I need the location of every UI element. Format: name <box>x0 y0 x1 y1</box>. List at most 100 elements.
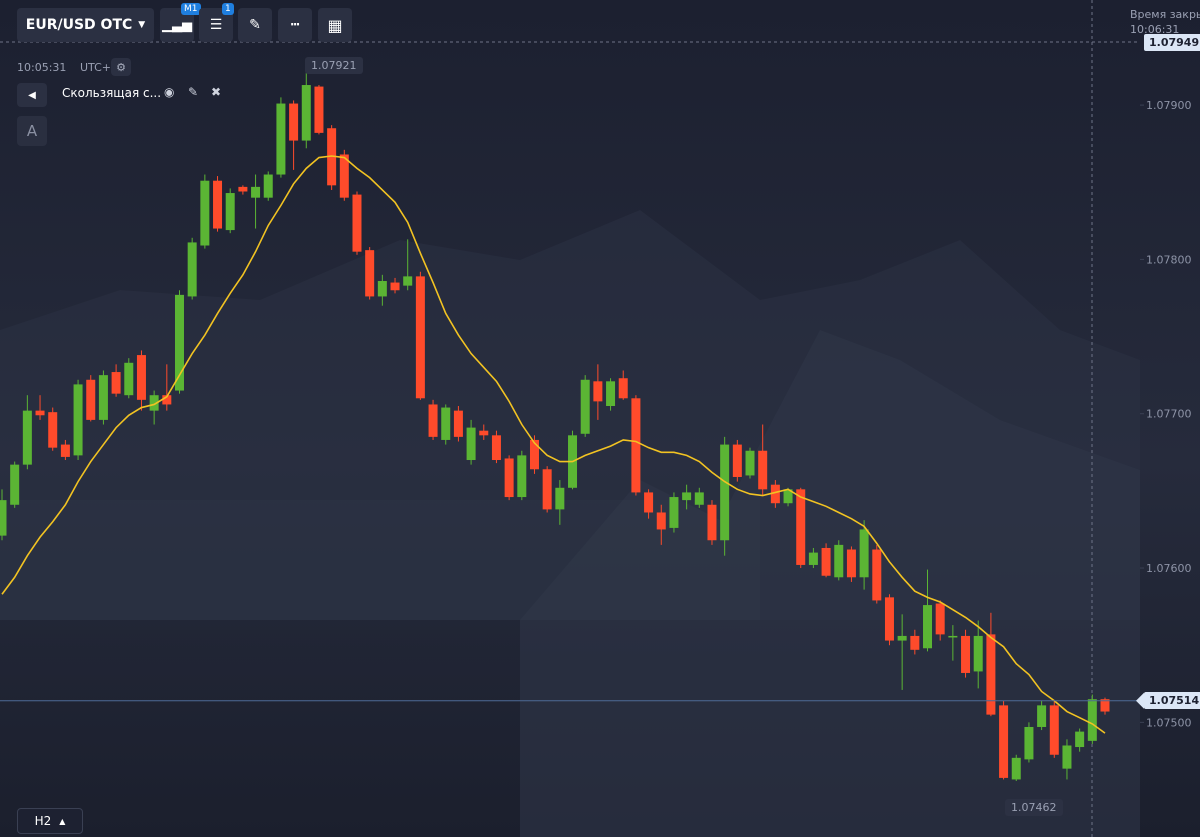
period-button[interactable]: H2 ▲ <box>17 808 83 834</box>
candle-body <box>669 497 679 528</box>
candle-body <box>1049 705 1059 755</box>
candle-body <box>897 635 907 641</box>
candle-body <box>213 180 223 229</box>
close-price-tag: 1.07949 <box>1144 34 1200 51</box>
mountain <box>520 330 1140 837</box>
candle-body <box>136 355 146 400</box>
candle-body <box>770 484 780 504</box>
candle-body <box>707 504 717 541</box>
remove-button[interactable]: ✖ <box>211 85 222 99</box>
candle-body <box>1075 731 1085 748</box>
candle-body <box>1087 699 1097 741</box>
caret: ▲ <box>59 816 66 826</box>
candle-body <box>35 410 45 416</box>
asset-selector[interactable]: EUR/USD OTC ▼ <box>17 8 154 42</box>
candle-body <box>365 250 375 297</box>
candle-body <box>796 489 806 565</box>
current-price-tag: 1.07514 <box>1144 691 1200 709</box>
candle-body <box>0 500 7 536</box>
candle-body <box>961 635 971 673</box>
candle-body <box>73 384 83 456</box>
asset-name: EUR/USD OTC <box>25 17 133 33</box>
candle-body <box>644 492 654 513</box>
candle-body <box>948 635 958 638</box>
candle-body <box>1024 726 1034 760</box>
candle-body <box>846 549 856 578</box>
settings-button[interactable]: ⚙ <box>111 58 131 76</box>
candle-body <box>48 412 58 448</box>
candle-body <box>466 427 476 461</box>
candle-body <box>593 381 603 402</box>
candle-body <box>580 379 590 434</box>
candle-body <box>162 395 172 405</box>
candle-body <box>555 487 565 510</box>
candle-body <box>529 439 539 470</box>
candle-body <box>1011 757 1021 780</box>
candle-body <box>834 544 844 578</box>
candle-body <box>276 103 286 175</box>
drawing-button[interactable]: ✎ <box>238 8 272 42</box>
candle-body <box>872 549 882 601</box>
timezone: UTC+1 <box>80 61 119 74</box>
candle-body <box>339 154 349 198</box>
candle-body <box>174 294 184 391</box>
candle-body <box>745 450 755 476</box>
candle-body <box>314 86 324 133</box>
text-tool-button[interactable]: A <box>17 116 47 146</box>
candle-body <box>289 103 299 141</box>
period-label: H2 <box>34 814 52 828</box>
candle-body <box>415 276 425 399</box>
cloud <box>0 500 760 620</box>
candle-body <box>935 603 945 635</box>
candle-body <box>124 362 134 396</box>
candle-body <box>149 395 159 411</box>
timeframe-badge: M1 <box>181 3 201 15</box>
server-time: 10:05:31 <box>17 61 67 74</box>
candle-body <box>453 410 463 437</box>
candle-body <box>200 180 210 246</box>
candle-body <box>441 407 451 440</box>
candle-body <box>238 186 248 192</box>
candle-body <box>225 193 235 231</box>
candle-body <box>60 444 70 457</box>
candle-body <box>910 635 920 650</box>
candle-body <box>86 379 96 420</box>
indicators-badge: 1 <box>222 3 234 15</box>
line-button[interactable]: ┅ <box>278 8 312 42</box>
candle-body <box>923 605 933 649</box>
candle-body <box>301 85 311 141</box>
y-tick-label: 1.07500 <box>1146 716 1192 729</box>
candle-body <box>999 705 1009 778</box>
moving-average <box>1 155 1106 734</box>
candle-body <box>352 194 362 252</box>
candle-body <box>1037 705 1047 727</box>
candle-body <box>479 430 489 436</box>
candle-body <box>187 242 197 297</box>
candle-body <box>1100 699 1110 712</box>
candle-body <box>517 455 527 498</box>
collapse-button[interactable]: ◀ <box>17 83 47 107</box>
candle-body <box>821 547 831 576</box>
candle-body <box>783 489 793 504</box>
candle-body <box>859 529 869 578</box>
edit-button[interactable]: ✎ <box>188 85 199 99</box>
candle-body <box>808 552 818 565</box>
min-price-label: 1.07462 <box>1005 799 1063 816</box>
y-tick-label: 1.07800 <box>1146 253 1192 266</box>
candle-body <box>22 410 32 465</box>
candle-body <box>1062 745 1072 769</box>
layout-button[interactable]: ▦ <box>318 8 352 42</box>
current-price-pointer <box>1136 692 1144 709</box>
visibility-button[interactable]: ◉ <box>164 85 175 99</box>
candle-body <box>618 378 628 399</box>
close-time-label: Время закры <box>1130 8 1200 21</box>
candle-body <box>263 174 273 198</box>
candle-body <box>428 404 438 437</box>
candle-body <box>98 375 108 420</box>
candle-body <box>694 492 704 505</box>
close-time-value: 10:06:31 <box>1130 23 1180 36</box>
candle-body <box>656 512 666 530</box>
candle-body <box>973 635 983 672</box>
